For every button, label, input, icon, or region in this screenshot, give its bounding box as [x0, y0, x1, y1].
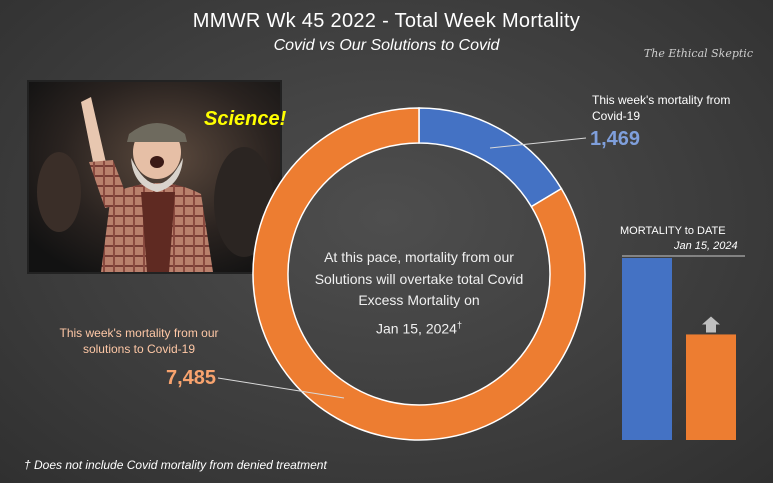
- covid-slice-label: This week's mortality from Covid-19: [592, 93, 731, 123]
- dagger-mark: †: [456, 320, 462, 330]
- bar-covid-to-date: [622, 258, 672, 440]
- center-date: Jan 15, 2024†: [376, 320, 462, 337]
- solutions-leader-line: [217, 377, 345, 399]
- solutions-slice-label: This week's mortality from our solutions…: [59, 326, 219, 356]
- up-arrow-icon: [702, 316, 720, 333]
- bar-chart-title: MORTALITY to DATE: [620, 225, 726, 237]
- chart-subtitle: Covid vs Our Solutions to Covid: [273, 37, 500, 54]
- covid-slice-value: 1,469: [590, 128, 641, 150]
- solutions-slice-value: 7,485: [166, 367, 217, 389]
- covid-leader-line: [489, 137, 587, 149]
- image-caption: Science!: [204, 108, 287, 130]
- brand-watermark: The Ethical Skeptic: [643, 47, 753, 60]
- bar-chart-date: Jan 15, 2024: [674, 240, 738, 252]
- center-annotation: At this pace, mortality from our Solutio…: [314, 249, 524, 308]
- footnote: † Does not include Covid mortality from …: [24, 458, 327, 472]
- donut-slice-solutions: [252, 107, 586, 441]
- bar-solutions-to-date: [686, 334, 736, 440]
- chart-title: MMWR Wk 45 2022 - Total Week Mortality: [192, 10, 581, 32]
